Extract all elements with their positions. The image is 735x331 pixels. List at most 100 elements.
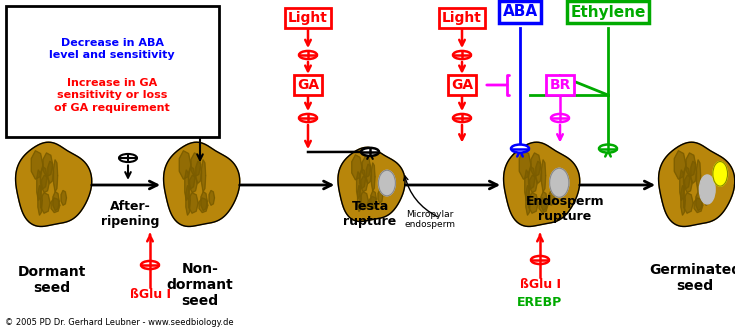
Polygon shape bbox=[528, 193, 538, 213]
Polygon shape bbox=[371, 163, 375, 191]
Polygon shape bbox=[686, 153, 696, 177]
Polygon shape bbox=[542, 160, 545, 192]
Polygon shape bbox=[366, 164, 371, 183]
Ellipse shape bbox=[700, 175, 715, 204]
Circle shape bbox=[453, 51, 471, 59]
Text: Ethylene: Ethylene bbox=[570, 5, 645, 20]
Polygon shape bbox=[190, 175, 197, 193]
Polygon shape bbox=[680, 170, 684, 201]
Text: GA: GA bbox=[297, 78, 319, 92]
Polygon shape bbox=[681, 185, 685, 215]
Ellipse shape bbox=[379, 170, 395, 196]
Circle shape bbox=[299, 51, 317, 59]
Polygon shape bbox=[196, 161, 201, 183]
Polygon shape bbox=[530, 175, 537, 193]
Circle shape bbox=[299, 114, 317, 122]
Polygon shape bbox=[191, 153, 201, 177]
Polygon shape bbox=[528, 166, 535, 189]
Polygon shape bbox=[361, 176, 368, 192]
Polygon shape bbox=[691, 161, 696, 183]
Circle shape bbox=[453, 114, 471, 122]
Polygon shape bbox=[61, 190, 66, 205]
Text: Light: Light bbox=[288, 11, 328, 25]
Circle shape bbox=[599, 145, 617, 153]
Polygon shape bbox=[360, 192, 368, 210]
Polygon shape bbox=[684, 175, 692, 193]
Polygon shape bbox=[503, 142, 580, 226]
Text: ABA: ABA bbox=[503, 5, 537, 20]
Polygon shape bbox=[526, 185, 531, 215]
Polygon shape bbox=[352, 155, 362, 180]
Text: Testa
rupture: Testa rupture bbox=[343, 200, 397, 228]
Polygon shape bbox=[186, 185, 190, 215]
Polygon shape bbox=[48, 161, 54, 183]
Polygon shape bbox=[42, 175, 49, 193]
Polygon shape bbox=[188, 166, 195, 189]
Polygon shape bbox=[541, 192, 548, 211]
Polygon shape bbox=[37, 170, 41, 201]
Polygon shape bbox=[15, 142, 92, 226]
Polygon shape bbox=[549, 190, 554, 205]
Polygon shape bbox=[184, 170, 189, 201]
Polygon shape bbox=[539, 198, 548, 213]
FancyBboxPatch shape bbox=[7, 6, 219, 137]
Polygon shape bbox=[674, 151, 686, 179]
Ellipse shape bbox=[713, 162, 728, 186]
Text: Increase in GA
sensitivity or loss
of GA requirement: Increase in GA sensitivity or loss of GA… bbox=[54, 78, 170, 113]
Text: After-
ripening: After- ripening bbox=[101, 200, 159, 228]
Polygon shape bbox=[356, 172, 360, 199]
Polygon shape bbox=[362, 157, 370, 178]
Text: ßGlu I: ßGlu I bbox=[520, 278, 561, 292]
Text: Dormant
seed: Dormant seed bbox=[18, 265, 86, 295]
Circle shape bbox=[141, 261, 159, 269]
Polygon shape bbox=[696, 192, 702, 211]
Polygon shape bbox=[369, 196, 377, 209]
Polygon shape bbox=[179, 151, 191, 179]
Text: GA: GA bbox=[451, 78, 473, 92]
Text: EREBP: EREBP bbox=[517, 296, 562, 308]
Circle shape bbox=[551, 114, 569, 122]
Text: © 2005 PD Dr. Gerhard Leubner - www.seedbiology.de: © 2005 PD Dr. Gerhard Leubner - www.seed… bbox=[5, 318, 234, 327]
Text: Germinated
seed: Germinated seed bbox=[649, 263, 735, 293]
Polygon shape bbox=[338, 147, 405, 221]
Polygon shape bbox=[684, 193, 693, 213]
Polygon shape bbox=[43, 153, 53, 177]
Polygon shape bbox=[40, 166, 47, 189]
Polygon shape bbox=[51, 198, 60, 213]
Polygon shape bbox=[53, 192, 60, 211]
Polygon shape bbox=[659, 142, 735, 226]
Polygon shape bbox=[40, 193, 50, 213]
Polygon shape bbox=[525, 170, 529, 201]
Polygon shape bbox=[370, 191, 376, 208]
Polygon shape bbox=[694, 198, 703, 213]
Circle shape bbox=[531, 256, 549, 264]
Polygon shape bbox=[189, 193, 198, 213]
Circle shape bbox=[361, 148, 379, 156]
Polygon shape bbox=[209, 190, 215, 205]
Polygon shape bbox=[684, 166, 690, 189]
Polygon shape bbox=[199, 198, 208, 213]
Polygon shape bbox=[357, 185, 362, 212]
Polygon shape bbox=[201, 160, 206, 192]
Circle shape bbox=[511, 145, 529, 153]
Polygon shape bbox=[360, 169, 365, 188]
Polygon shape bbox=[201, 192, 207, 211]
Ellipse shape bbox=[550, 168, 569, 197]
Polygon shape bbox=[536, 161, 542, 183]
Polygon shape bbox=[519, 151, 531, 179]
Polygon shape bbox=[31, 151, 43, 179]
Text: ßGlu I: ßGlu I bbox=[129, 289, 171, 302]
Text: Light: Light bbox=[442, 11, 482, 25]
Polygon shape bbox=[54, 160, 58, 192]
Text: Micropylar
endosperm: Micropylar endosperm bbox=[404, 210, 456, 229]
Polygon shape bbox=[531, 153, 541, 177]
Polygon shape bbox=[697, 160, 700, 192]
Text: Decrease in ABA
level and sensitivity: Decrease in ABA level and sensitivity bbox=[49, 38, 175, 60]
Text: BR: BR bbox=[549, 78, 570, 92]
Text: Non-
dormant
seed: Non- dormant seed bbox=[167, 262, 234, 308]
Circle shape bbox=[119, 154, 137, 162]
Text: Endosperm
rupture: Endosperm rupture bbox=[526, 195, 604, 223]
Polygon shape bbox=[378, 190, 383, 203]
Polygon shape bbox=[704, 190, 709, 205]
Polygon shape bbox=[37, 185, 43, 215]
